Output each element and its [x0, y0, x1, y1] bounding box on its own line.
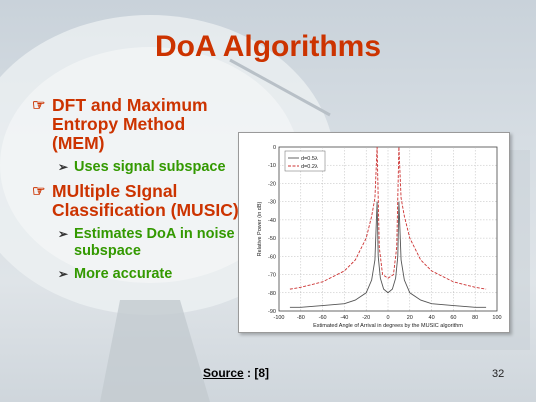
- bullet-item: ☞ DFT and Maximum Entropy Method (MEM): [32, 96, 242, 153]
- x-tick-label: 60: [450, 315, 456, 321]
- y-tick-label: -70: [268, 273, 276, 279]
- y-tick-label: -40: [268, 218, 276, 224]
- x-tick-label: -80: [297, 315, 305, 321]
- music-spectrum-chart: -100 -80 -60 -40 -20 0 20 40 60 80 100 0 -10 -20 -30 -4…: [238, 132, 510, 333]
- y-tick-label: -30: [268, 200, 276, 206]
- bullet-item: ☞ MUltiple SIgnal Classification (MUSIC): [32, 182, 242, 220]
- x-tick-label: -60: [319, 315, 327, 321]
- sub-bullet-text: Estimates DoA in noise subspace: [74, 226, 235, 259]
- x-tick-label: 100: [492, 315, 501, 321]
- series-line-0: [289, 201, 487, 308]
- source-label: Source: [203, 366, 244, 380]
- sub-bullet-item: ➢ Estimates DoA in noise subspace: [32, 226, 242, 260]
- series-line-1: [289, 146, 487, 290]
- x-tick-label: -40: [340, 315, 348, 321]
- y-tick-label: -80: [268, 291, 276, 297]
- y-tick-label: 0: [273, 145, 276, 151]
- page-number: 32: [492, 368, 505, 380]
- bullet-text: DFT and Maximum Entropy Method (MEM): [52, 95, 208, 153]
- y-axis-label: Relative Power (in dB): [257, 201, 263, 256]
- y-tick-label: -90: [268, 309, 276, 315]
- legend-label-1: d=0.2λ: [301, 164, 318, 170]
- legend-label-0: d=0.5λ: [301, 156, 318, 162]
- x-tick-label: -20: [362, 315, 370, 321]
- x-tick-label: 0: [386, 315, 389, 321]
- pointing-hand-icon: ☞: [32, 183, 46, 200]
- slide-title: DoA Algorithms: [154, 30, 382, 63]
- y-tick-label: -10: [268, 163, 276, 169]
- x-tick-label: 80: [472, 315, 478, 321]
- source-citation: Source : [8]: [203, 366, 269, 380]
- sub-bullet-text: More accurate: [74, 266, 173, 282]
- arrow-bullet-icon: ➢: [58, 227, 69, 241]
- sub-bullet-item: ➢ Uses signal subspace: [32, 159, 242, 176]
- sub-bullet-item: ➢ More accurate: [32, 266, 242, 283]
- x-tick-label: -100: [273, 315, 284, 321]
- pointing-hand-icon: ☞: [32, 97, 46, 114]
- y-tick-label: -60: [268, 254, 276, 260]
- arrow-bullet-icon: ➢: [58, 160, 69, 174]
- source-reference: [8]: [254, 366, 270, 380]
- arrow-bullet-icon: ➢: [58, 267, 69, 281]
- bullet-list: ☞ DFT and Maximum Entropy Method (MEM) ➢…: [32, 96, 242, 289]
- source-separator: :: [243, 366, 255, 380]
- x-axis-label: Estimated Angle of Arrival in degrees by…: [313, 323, 463, 329]
- chart-svg: -100 -80 -60 -40 -20 0 20 40 60 80 100 0 -10 -20 -30 -4…: [257, 145, 502, 329]
- y-tick-label: -50: [268, 236, 276, 242]
- bullet-text: MUltiple SIgnal Classification (MUSIC): [52, 181, 239, 220]
- sub-bullet-text: Uses signal subspace: [74, 159, 226, 175]
- x-tick-label: 20: [407, 315, 413, 321]
- y-tick-label: -20: [268, 181, 276, 187]
- x-tick-label: 40: [429, 315, 435, 321]
